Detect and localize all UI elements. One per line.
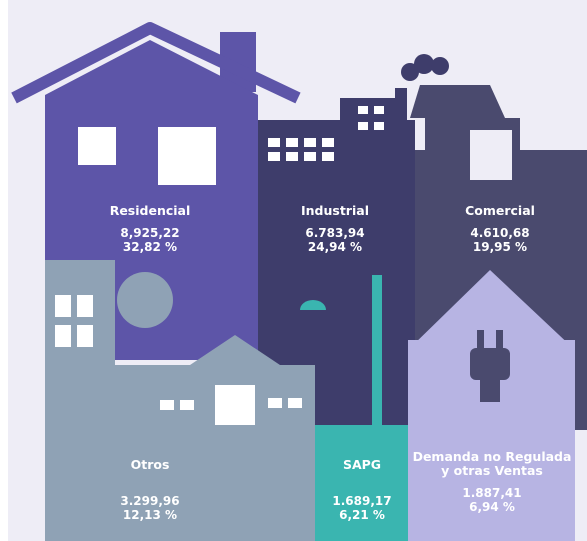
segment-percent: 6,94 % — [412, 500, 572, 514]
segment-value: 3.299,96 — [80, 494, 220, 508]
segment-percent: 6,21 % — [320, 508, 404, 522]
dish — [117, 272, 173, 328]
segment-percent: 19,95 % — [430, 240, 570, 254]
segment-value: 6.783,94 — [270, 226, 400, 240]
segment-label: Otros — [80, 458, 220, 472]
segment-value: 1.689,17 — [320, 494, 404, 508]
segment-label: Demanda no Regulada y otras Ventas — [412, 450, 572, 478]
smokestack — [395, 88, 407, 128]
cart — [550, 165, 580, 185]
pole — [372, 275, 382, 425]
segment-percent: 24,94 % — [270, 240, 400, 254]
segment-label: Residencial — [80, 204, 220, 218]
segment-percent: 32,82 % — [80, 240, 220, 254]
infographic: Residencial 8,925,2232,82 % Industrial 6.78… — [0, 0, 587, 541]
segment-label: Comercial — [430, 204, 570, 218]
segment-label: SAPG — [320, 458, 404, 472]
segment-value: 4.610,68 — [430, 226, 570, 240]
awning — [410, 85, 505, 118]
segment-value: 1.887,41 — [412, 486, 572, 500]
plug — [470, 348, 510, 380]
segment-label: Demanda no Regulada y otras Ventas 1.887,… — [412, 450, 572, 514]
window — [78, 127, 116, 165]
segment-value: 8,925,22 — [80, 226, 220, 240]
segment-label: Industrial — [270, 204, 400, 218]
window — [158, 127, 216, 185]
segment-percent: 12,13 % — [80, 508, 220, 522]
